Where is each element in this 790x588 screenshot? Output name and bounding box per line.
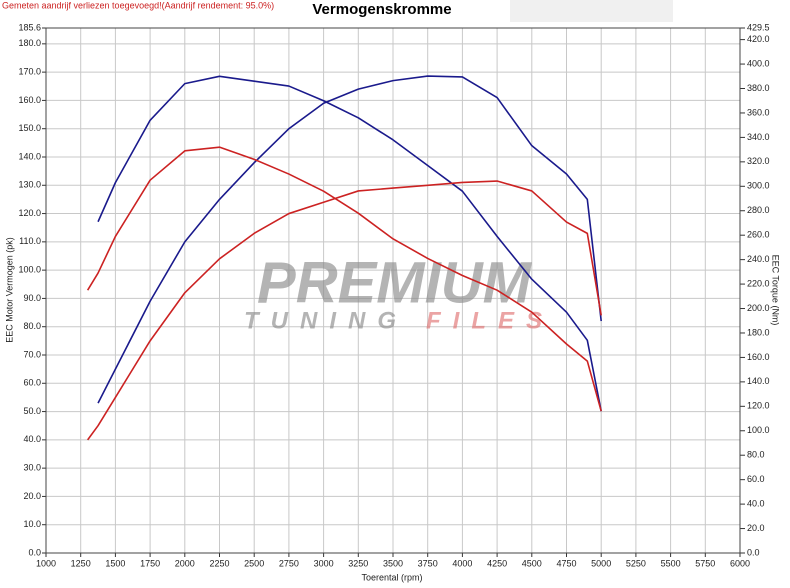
y-axis-label: EEC Motor Vermogen (pk)	[4, 237, 14, 343]
x-tick-label: 5500	[661, 558, 681, 568]
x-tick-label: 4750	[556, 558, 576, 568]
y2-tick-label: 400.0	[747, 58, 770, 68]
x-tick-label: 3500	[383, 558, 403, 568]
x-tick-label: 4000	[452, 558, 472, 568]
y-tick-label: 80.0	[23, 321, 41, 331]
y-tick-label: 110.0	[19, 236, 41, 246]
y-tick-label: 30.0	[23, 463, 41, 473]
y2-tick-label: 340.0	[747, 132, 770, 142]
y-tick-label: 140.0	[18, 151, 41, 161]
plot-frame	[45, 27, 741, 554]
y2-tick-label: 180.0	[747, 327, 770, 337]
x-tick-label: 5250	[626, 558, 646, 568]
chart-title: Vermogenskromme	[312, 1, 451, 18]
y-tick-label: 20.0	[23, 491, 41, 501]
watermark-text: FILES	[426, 307, 554, 334]
y2-tick-label: 300.0	[747, 181, 770, 191]
x-tick-label: 5750	[695, 558, 715, 568]
y2-tick-label: 120.0	[747, 401, 770, 411]
header-box	[510, 0, 673, 22]
y2-tick-label: 40.0	[747, 498, 765, 508]
y-tick-label: 90.0	[23, 293, 41, 303]
y-tick-label: 130.0	[18, 180, 41, 190]
y2-tick-label: 200.0	[747, 303, 770, 313]
x-tick-label: 5000	[591, 558, 611, 568]
note: Gemeten aandrijf verliezen toegevoegd!(A…	[2, 0, 274, 10]
y2-tick-label: 220.0	[747, 278, 770, 288]
y-tick-label: 170.0	[18, 67, 41, 77]
series-line	[97, 75, 602, 412]
x-tick-label: 2250	[209, 558, 229, 568]
y-tick-label: 0.0	[28, 547, 41, 557]
x-tick-label: 3250	[348, 558, 368, 568]
y2-tick-label: 280.0	[747, 205, 770, 215]
y-tick-label: 160.0	[18, 95, 41, 105]
y-tick-label: 150.0	[18, 123, 41, 133]
x-tick-label: 3000	[314, 558, 334, 568]
x-tick-label: 6000	[730, 558, 750, 568]
x-tick-label: 1500	[105, 558, 125, 568]
x-tick-label: 2500	[244, 558, 264, 568]
x-tick-label: 4500	[522, 558, 542, 568]
y-tick-label: 185.6	[18, 22, 41, 32]
y-tick-label: 40.0	[23, 434, 41, 444]
y-tick-label: 50.0	[23, 406, 41, 416]
series-line	[97, 75, 602, 404]
x-tick-label: 2750	[279, 558, 299, 568]
y2-tick-label: 0.0	[747, 547, 760, 557]
y2-tick-label: 100.0	[747, 425, 770, 435]
y2-tick-label: 140.0	[747, 376, 770, 386]
y2-tick-label: 260.0	[747, 230, 770, 240]
y-tick-label: 70.0	[23, 349, 41, 359]
y2-tick-label: 380.0	[747, 83, 770, 93]
series-line	[86, 180, 602, 441]
y-tick-label: 180.0	[18, 38, 41, 48]
y-tick-label: 120.0	[18, 208, 41, 218]
y-tick-label: 100.0	[18, 265, 41, 275]
watermark-text: TUNING	[244, 307, 408, 334]
x-tick-label: 1250	[71, 558, 91, 568]
y-tick-label: 60.0	[23, 378, 41, 388]
y2-tick-label: 429.5	[747, 22, 770, 32]
y2-tick-label: 20.0	[747, 523, 765, 533]
y2-tick-label: 360.0	[747, 107, 770, 117]
x-tick-label: 3750	[418, 558, 438, 568]
x-tick-label: 1750	[140, 558, 160, 568]
x-tick-label: 2000	[175, 558, 195, 568]
y2-axis-label: EEC Torque (Nm)	[771, 255, 781, 326]
y2-tick-label: 60.0	[747, 474, 765, 484]
y2-tick-label: 80.0	[747, 450, 765, 460]
x-tick-label: 1000	[36, 558, 56, 568]
y-tick-label: 10.0	[23, 519, 41, 529]
series-line	[86, 146, 602, 412]
y2-tick-label: 320.0	[747, 156, 770, 166]
x-axis-label: Toerental (rpm)	[361, 572, 422, 582]
watermark-text: PREMIUM	[257, 250, 533, 315]
y2-tick-label: 240.0	[747, 254, 770, 264]
watermark: PREMIUM TUNING FILES	[244, 250, 554, 334]
y2-tick-label: 420.0	[747, 34, 770, 44]
y2-tick-label: 160.0	[747, 352, 770, 362]
x-tick-label: 4250	[487, 558, 507, 568]
